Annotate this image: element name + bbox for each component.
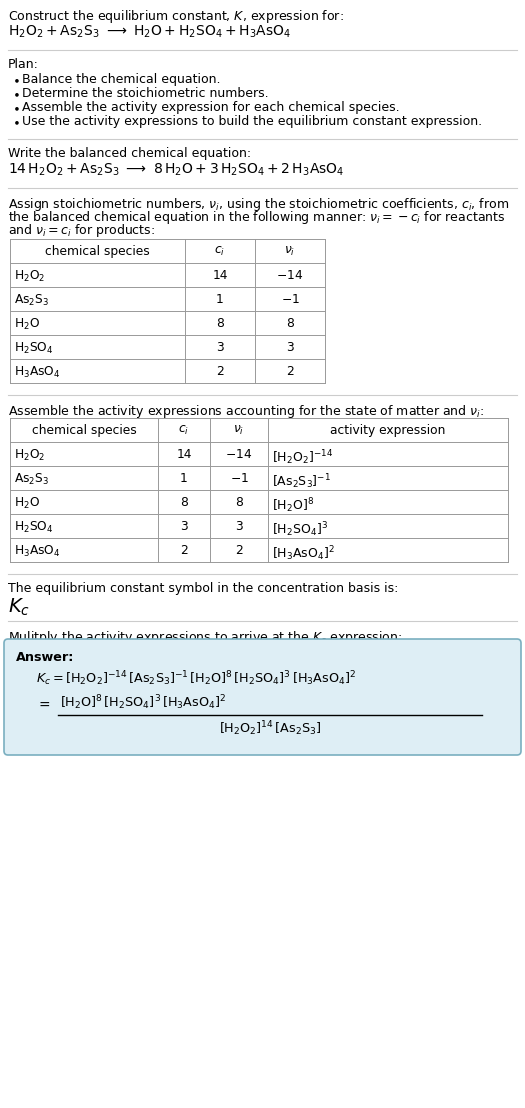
- Text: $\mathrm{As_2S_3}$: $\mathrm{As_2S_3}$: [14, 472, 49, 488]
- Text: 2: 2: [235, 544, 243, 557]
- Text: Assign stoichiometric numbers, $\nu_i$, using the stoichiometric coefficients, $: Assign stoichiometric numbers, $\nu_i$, …: [8, 196, 509, 213]
- Text: $[\mathrm{H_2O_2}]^{-14}$: $[\mathrm{H_2O_2}]^{-14}$: [272, 448, 333, 466]
- Text: Mulitply the activity expressions to arrive at the $K_c$ expression:: Mulitply the activity expressions to arr…: [8, 629, 402, 646]
- Text: $\bullet$: $\bullet$: [12, 115, 20, 129]
- Text: $\mathrm{H_3AsO_4}$: $\mathrm{H_3AsO_4}$: [14, 544, 60, 560]
- Text: Plan:: Plan:: [8, 58, 39, 71]
- Text: $\mathrm{H_2O_2}$: $\mathrm{H_2O_2}$: [14, 269, 45, 284]
- Text: $[\mathrm{H_2O}]^{8}$: $[\mathrm{H_2O}]^{8}$: [272, 496, 314, 515]
- Text: $\mathrm{H_2SO_4}$: $\mathrm{H_2SO_4}$: [14, 520, 54, 535]
- Text: 3: 3: [235, 520, 243, 533]
- Text: $\nu_i$: $\nu_i$: [234, 424, 245, 437]
- Text: $\nu_i$: $\nu_i$: [285, 245, 296, 258]
- Text: 8: 8: [286, 317, 294, 330]
- Text: Balance the chemical equation.: Balance the chemical equation.: [22, 73, 220, 86]
- Text: The equilibrium constant symbol in the concentration basis is:: The equilibrium constant symbol in the c…: [8, 582, 398, 595]
- Text: 3: 3: [180, 520, 188, 533]
- Text: $[\mathrm{As_2S_3}]^{-1}$: $[\mathrm{As_2S_3}]^{-1}$: [272, 472, 331, 491]
- Text: 3: 3: [286, 341, 294, 353]
- Text: 3: 3: [216, 341, 224, 353]
- Text: chemical species: chemical species: [32, 424, 136, 437]
- Text: $[\mathrm{H_2SO_4}]^{3}$: $[\mathrm{H_2SO_4}]^{3}$: [272, 520, 328, 538]
- Text: $\mathrm{H_2O}$: $\mathrm{H_2O}$: [14, 496, 40, 511]
- Text: activity expression: activity expression: [330, 424, 446, 437]
- Text: $14\,\mathrm{H_2O_2 + As_2S_3\ \longrightarrow\ 8\,H_2O + 3\,H_2SO_4 + 2\,H_3AsO: $14\,\mathrm{H_2O_2 + As_2S_3\ \longrigh…: [8, 162, 344, 178]
- Text: $[\mathrm{H_2O_2}]^{14}\,[\mathrm{As_2S_3}]$: $[\mathrm{H_2O_2}]^{14}\,[\mathrm{As_2S_…: [219, 719, 321, 738]
- Text: $\mathrm{H_2O_2}$: $\mathrm{H_2O_2}$: [14, 448, 45, 463]
- Text: $\mathrm{As_2S_3}$: $\mathrm{As_2S_3}$: [14, 293, 49, 308]
- Text: $c_i$: $c_i$: [178, 424, 190, 437]
- Text: chemical species: chemical species: [45, 245, 150, 258]
- Text: 8: 8: [216, 317, 224, 330]
- Text: Determine the stoichiometric numbers.: Determine the stoichiometric numbers.: [22, 88, 269, 100]
- Text: $\mathrm{H_2O_2 + As_2S_3\ \longrightarrow\ H_2O + H_2SO_4 + H_3AsO_4}$: $\mathrm{H_2O_2 + As_2S_3\ \longrightarr…: [8, 24, 291, 40]
- Text: $-14$: $-14$: [277, 269, 303, 283]
- Text: Construct the equilibrium constant, $K$, expression for:: Construct the equilibrium constant, $K$,…: [8, 8, 344, 25]
- Text: Assemble the activity expression for each chemical species.: Assemble the activity expression for eac…: [22, 101, 400, 114]
- Text: 1: 1: [216, 293, 224, 306]
- Text: $\bullet$: $\bullet$: [12, 88, 20, 100]
- Text: 2: 2: [286, 365, 294, 378]
- Text: $c_i$: $c_i$: [215, 245, 226, 258]
- Text: 2: 2: [180, 544, 188, 557]
- Text: $[\mathrm{H_2O}]^{8}\,[\mathrm{H_2SO_4}]^{3}\,[\mathrm{H_3AsO_4}]^{2}$: $[\mathrm{H_2O}]^{8}\,[\mathrm{H_2SO_4}]…: [60, 692, 226, 711]
- Text: $K_c = [\mathrm{H_2O_2}]^{-14}\,[\mathrm{As_2S_3}]^{-1}\,[\mathrm{H_2O}]^{8}\,[\: $K_c = [\mathrm{H_2O_2}]^{-14}\,[\mathrm…: [36, 669, 356, 688]
- FancyBboxPatch shape: [4, 639, 521, 755]
- Text: the balanced chemical equation in the following manner: $\nu_i = -c_i$ for react: the balanced chemical equation in the fo…: [8, 209, 506, 226]
- Text: and $\nu_i = c_i$ for products:: and $\nu_i = c_i$ for products:: [8, 222, 155, 239]
- Text: $-1$: $-1$: [280, 293, 299, 306]
- Text: Assemble the activity expressions accounting for the state of matter and $\nu_i$: Assemble the activity expressions accoun…: [8, 403, 484, 420]
- Text: $\mathrm{H_2O}$: $\mathrm{H_2O}$: [14, 317, 40, 332]
- Text: $K_c$: $K_c$: [8, 597, 30, 618]
- Text: $=$: $=$: [36, 697, 51, 711]
- Text: 1: 1: [180, 472, 188, 485]
- Text: Use the activity expressions to build the equilibrium constant expression.: Use the activity expressions to build th…: [22, 115, 482, 129]
- Text: $\mathrm{H_3AsO_4}$: $\mathrm{H_3AsO_4}$: [14, 365, 60, 380]
- Text: Answer:: Answer:: [16, 652, 75, 664]
- Text: 14: 14: [176, 448, 192, 461]
- Text: $-1$: $-1$: [229, 472, 248, 485]
- Text: 8: 8: [235, 496, 243, 509]
- Text: $\bullet$: $\bullet$: [12, 73, 20, 86]
- Text: $\mathrm{H_2SO_4}$: $\mathrm{H_2SO_4}$: [14, 341, 54, 356]
- Text: $[\mathrm{H_3AsO_4}]^{2}$: $[\mathrm{H_3AsO_4}]^{2}$: [272, 544, 335, 563]
- Text: 2: 2: [216, 365, 224, 378]
- Text: $-14$: $-14$: [225, 448, 253, 461]
- Text: 8: 8: [180, 496, 188, 509]
- Text: $\bullet$: $\bullet$: [12, 101, 20, 114]
- Text: Write the balanced chemical equation:: Write the balanced chemical equation:: [8, 147, 251, 160]
- Text: 14: 14: [212, 269, 228, 283]
